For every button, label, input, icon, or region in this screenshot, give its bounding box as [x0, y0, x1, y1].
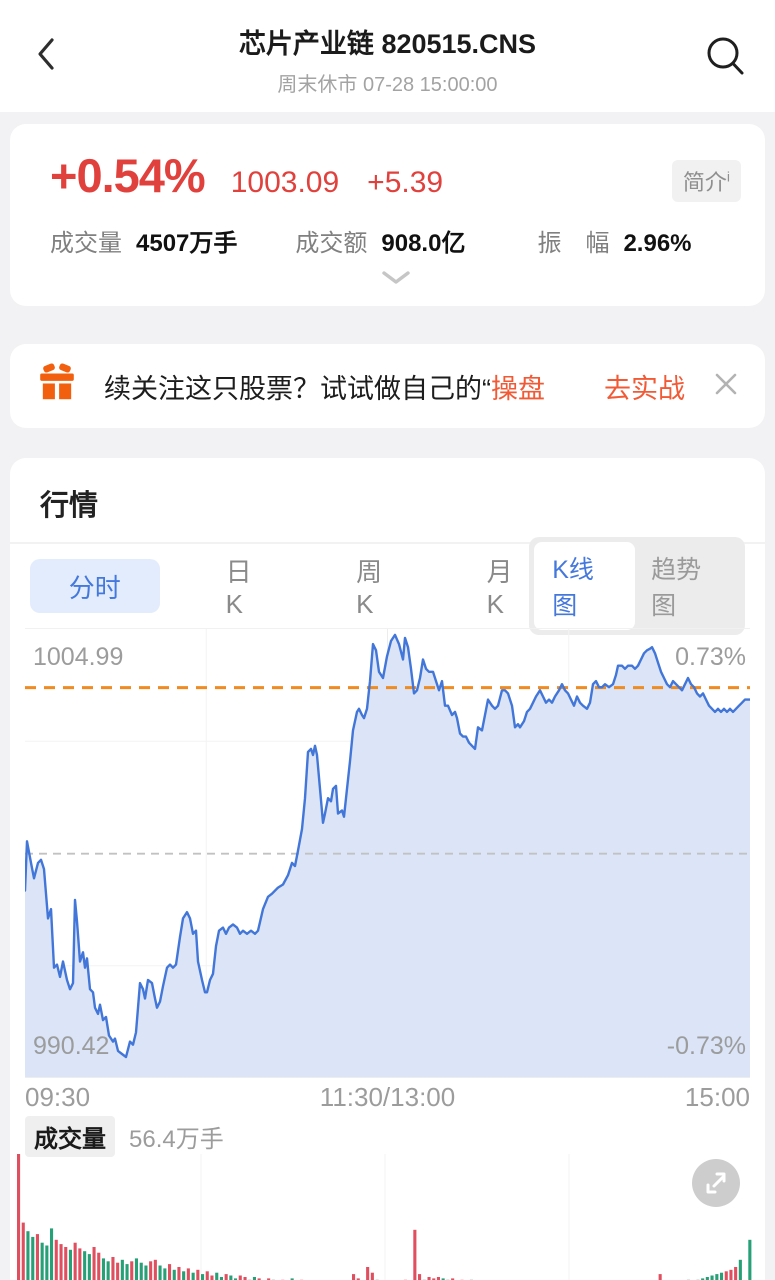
price-change: +5.39: [367, 166, 444, 199]
volume-chart-canvas[interactable]: [17, 1154, 753, 1280]
axis-high-percent: 0.73%: [675, 643, 746, 671]
search-button[interactable]: [703, 36, 749, 82]
time-tick-midday: 11:30/13:00: [319, 1082, 456, 1112]
chart-style-toggle: K线图 趋势图: [529, 537, 746, 635]
app-header: 芯片产业链 820515.CNS 周末休市 07-28 15:00:00: [0, 0, 775, 112]
market-status-subtitle: 周末休市 07-28 15:00:00: [277, 73, 498, 96]
promo-text-highlight: 操盘: [491, 373, 545, 404]
stat-turnover-label: 成交额: [295, 230, 368, 257]
time-tick-open: 09:30: [25, 1082, 91, 1112]
tab-monthly-k[interactable]: 月K: [486, 557, 513, 619]
toggle-candlestick[interactable]: K线图: [534, 542, 636, 630]
promo-text: 续关注这只股票？试试做自己的“操盘: [104, 367, 590, 406]
stat-amplitude: 振 幅 2.96%: [537, 223, 691, 258]
volume-label: 成交量: [25, 1115, 115, 1157]
search-icon: [703, 33, 749, 86]
percent-change: +0.54%: [50, 149, 206, 202]
promo-text-main: 续关注这只股票？试试做自己的“: [104, 373, 491, 404]
quote-main-row: +0.54% 1003.09 +5.39: [50, 148, 741, 203]
stat-turnover: 成交额 908.0亿: [295, 223, 465, 258]
time-axis: 09:30 11:30/13:00 15:00: [25, 1077, 750, 1117]
volume-value: 56.4万手: [129, 1125, 224, 1153]
toggle-trend[interactable]: 趋势图: [651, 556, 702, 620]
promo-cta-link[interactable]: 去实战: [604, 373, 685, 404]
time-tick-close: 15:00: [684, 1082, 750, 1112]
gift-icon: [36, 362, 78, 410]
quote-stats-row: 成交量 4507万手 成交额 908.0亿 振 幅 2.96%: [50, 223, 741, 258]
intro-label: 简介: [682, 170, 727, 195]
volume-chart[interactable]: [17, 1154, 753, 1280]
header-title-block: 芯片产业链 820515.CNS 周末休市 07-28 15:00:00: [239, 22, 536, 97]
axis-low-percent: -0.73%: [666, 1032, 746, 1060]
promo-close-button[interactable]: [709, 369, 743, 403]
current-price: 1003.09: [230, 166, 340, 199]
info-icon: i: [726, 168, 730, 185]
axis-high-price: 1004.99: [33, 643, 124, 671]
stat-volume: 成交量 4507万手: [50, 223, 237, 258]
quote-card: +0.54% 1003.09 +5.39 简介i 成交量 4507万手 成交额 …: [10, 124, 765, 306]
fullscreen-button[interactable]: [691, 1159, 741, 1213]
intro-badge[interactable]: 简介i: [671, 160, 741, 202]
stat-amplitude-value: 2.96%: [623, 230, 692, 257]
axis-low-price: 990.42: [33, 1032, 110, 1060]
back-button[interactable]: [26, 34, 66, 78]
price-chart[interactable]: 1004.99 0.73% 990.42 -0.73%: [25, 628, 750, 1078]
stat-amplitude-label: 振 幅: [537, 230, 610, 257]
tab-weekly-k[interactable]: 周K: [356, 557, 383, 619]
close-icon: [711, 369, 741, 404]
period-tab-bar: 分时 日K 周K 月K K线图 趋势图: [10, 537, 765, 635]
expand-details-button[interactable]: [50, 258, 741, 296]
market-card: 行情 分时 日K 周K 月K K线图 趋势图 1004.99 0.73% 990…: [10, 458, 765, 1280]
chevron-down-icon: [380, 270, 412, 290]
stat-volume-label: 成交量: [50, 230, 122, 257]
page-title: 芯片产业链 820515.CNS: [238, 28, 537, 59]
price-chart-canvas[interactable]: [25, 629, 750, 1078]
stat-turnover-value: 908.0亿: [381, 230, 466, 257]
volume-header: 成交量 56.4万手: [25, 1115, 750, 1157]
section-title: 行情: [10, 458, 765, 544]
tab-intraday[interactable]: 分时: [30, 559, 160, 613]
stat-volume-value: 4507万手: [136, 230, 238, 257]
chevron-left-icon: [32, 34, 60, 79]
tab-daily-k[interactable]: 日K: [225, 557, 252, 619]
promo-banner[interactable]: 续关注这只股票？试试做自己的“操盘 去实战: [10, 344, 765, 428]
